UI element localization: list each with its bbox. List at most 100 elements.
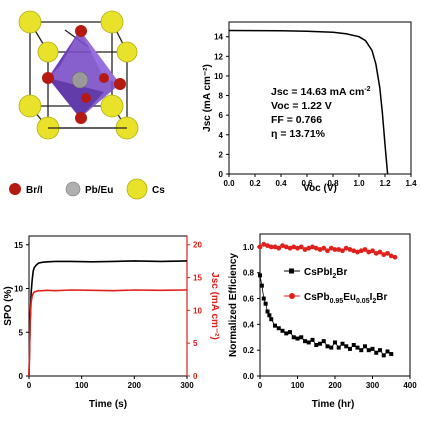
jv-x-tick-label: 0.6 (301, 179, 313, 188)
stability-point-circle (377, 249, 383, 255)
stability-point-circle (265, 243, 270, 249)
stability-point-circle (362, 247, 368, 252)
stability-point-square (318, 341, 322, 346)
stability-legend-marker-0 (289, 268, 294, 274)
stability-x-axis-label: Time (hr) (312, 399, 355, 410)
stability-y-tick-label: 1.0 (243, 243, 255, 252)
spo-x-tick-label: 200 (128, 381, 142, 390)
stability-x-tick-label: 400 (403, 381, 417, 390)
spo-x-tick-label: 0 (27, 381, 32, 390)
stability-point-circle (328, 245, 334, 251)
jv-x-axis-label: Voc (V) (303, 183, 337, 194)
stability-x-tick-label: 100 (291, 381, 305, 390)
stability-point-circle (287, 245, 293, 251)
halide-atoms (42, 25, 126, 124)
spo-y-tick-label: 5 (19, 328, 24, 337)
stability-point-square (378, 348, 382, 353)
stability-chart: 0 100 200 300 400 0.0 0.2 0.4 0.6 0.8 1.0 Time (hr… (228, 233, 417, 410)
stability-point-circle (388, 253, 394, 259)
legend-label-pb-eu: Pb/Eu (85, 185, 113, 196)
stability-point-square (325, 344, 330, 349)
stability-point-circle (295, 245, 300, 251)
legend-1-sub1: 0.95 (330, 298, 344, 305)
spo-y-axis-label: SPO (%) (3, 286, 14, 325)
stability-point-circle (366, 249, 372, 255)
stability-point-square (344, 344, 349, 349)
stability-point-circle (340, 248, 345, 254)
legend-0-prefix: CsPbI (304, 267, 333, 278)
jv-annotation-jsc-sup: -2 (364, 86, 370, 93)
stability-point-square (284, 331, 289, 336)
jv-x-tick-label: 1.0 (353, 179, 365, 188)
jv-x-tick-label: 0.4 (275, 179, 287, 188)
stability-point-circle (306, 245, 312, 251)
stability-point-square (265, 309, 270, 314)
spo-series-jsc (28, 289, 188, 377)
stability-point-square (329, 345, 334, 350)
legend-1-suffix: Br (376, 292, 387, 303)
stability-point-circle (347, 247, 353, 252)
jv-x-tick-label: 0.0 (223, 179, 235, 188)
stability-point-circle (336, 247, 342, 252)
jv-ticks: 0.0 0.2 0.4 0.6 0.8 1.0 1.2 1.4 0 2 4 6 8 10 12 14 (214, 33, 417, 188)
stability-point-square (259, 283, 264, 288)
spo-y-tick-label: 10 (14, 285, 23, 294)
legend-1-sub2: 0.05 (356, 298, 370, 305)
stability-x-tick-label: 200 (328, 381, 342, 390)
stability-legend-label-1: CsPb0.95Eu0.05I2Br (304, 292, 388, 305)
stability-y-tick-label: 0.6 (243, 295, 255, 304)
stability-point-square (303, 339, 307, 344)
spo-x-tick-label: 300 (180, 381, 194, 390)
jv-x-tick-label: 1.2 (379, 179, 391, 188)
stability-point-square (314, 343, 319, 348)
stability-point-circle (298, 244, 304, 250)
jv-series-line (228, 29, 389, 175)
legend-1-prefix: CsPb (304, 292, 330, 303)
stability-point-circle (310, 244, 315, 250)
stability-point-square (310, 337, 315, 342)
stability-point-square (333, 340, 337, 345)
stability-point-circle (332, 247, 338, 252)
stability-point-circle (313, 245, 319, 251)
stability-point-square (381, 353, 386, 358)
stability-y-axis-label: Normalized Efficiency (228, 253, 239, 357)
stability-point-circle (268, 244, 274, 250)
stability-point-circle (276, 245, 282, 251)
spo-y2-tick-label: 15 (193, 274, 202, 283)
stability-point-square (351, 343, 356, 348)
jv-y-tick-label: 6 (219, 111, 224, 120)
jv-annotation-voc: Voc = 1.22 V (271, 100, 332, 112)
jv-y-axis-label: Jsc (mA cm⁻²) (202, 64, 213, 132)
spo-y-tick-label: 15 (14, 241, 23, 250)
jv-y-tick-label: 0 (219, 170, 224, 179)
spo-y-tick-label: 0 (19, 372, 24, 381)
stability-point-square (258, 273, 262, 278)
stability-point-square (299, 335, 304, 340)
jv-y-tick-label: 14 (214, 33, 223, 42)
stability-point-circle (325, 248, 330, 254)
stability-point-circle (321, 245, 327, 251)
stability-point-square (267, 313, 272, 318)
stability-point-square (355, 345, 360, 350)
legend-marker-pb-eu (65, 181, 81, 197)
legend-1-mid2: I (370, 292, 373, 303)
stability-point-circle (392, 254, 398, 260)
spo-x-axis-label: Time (s) (89, 399, 127, 410)
spo-series-spo (28, 260, 188, 377)
spo-plot-frame (28, 235, 188, 377)
stability-point-square (385, 349, 390, 354)
stability-point-circle (283, 244, 289, 250)
jv-annotation-eta: η = 13.71% (271, 128, 326, 140)
stability-point-square (288, 330, 292, 335)
jv-x-tick-label: 0.2 (249, 179, 261, 188)
stability-point-circle (302, 247, 308, 252)
stability-point-square (295, 336, 300, 341)
stability-point-circle (280, 243, 285, 249)
spo-y2-axis-label: Jsc (mA cm⁻²) (209, 272, 220, 340)
legend-marker-cs (126, 178, 148, 200)
jv-plot-frame (228, 21, 412, 175)
jv-x-tick-label: 0.8 (327, 179, 339, 188)
